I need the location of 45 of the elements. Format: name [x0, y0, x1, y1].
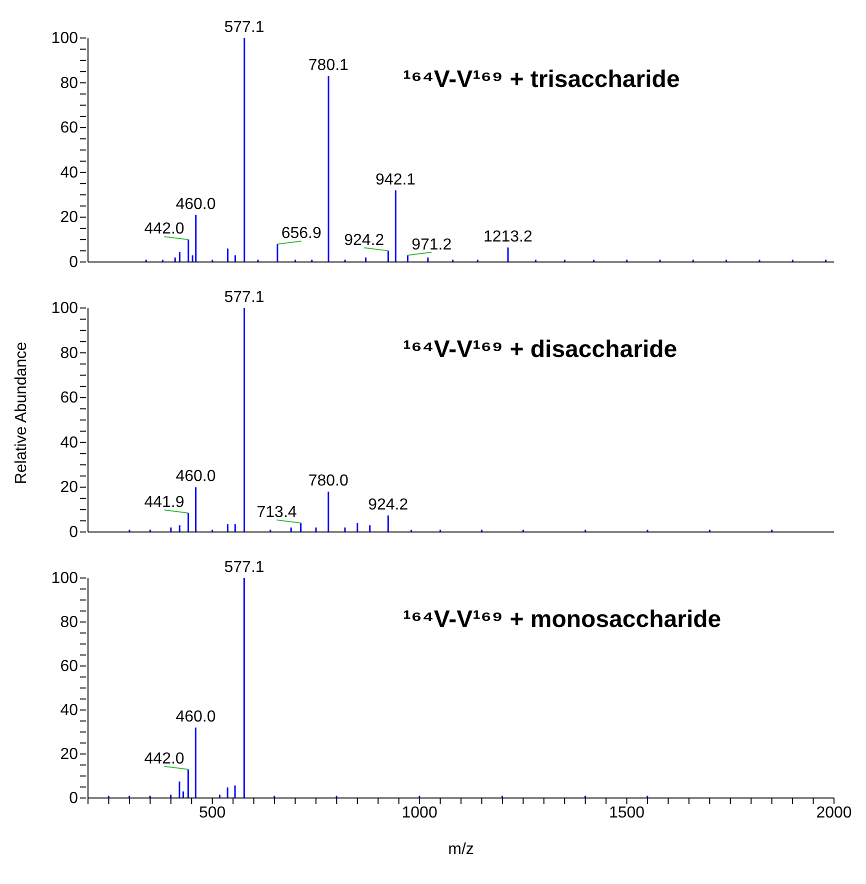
- y-tick-label: 100: [51, 300, 78, 317]
- annotation: 577.1: [224, 19, 264, 36]
- text: ¹⁶⁴V-V¹⁶⁹ + trisaccharide: [403, 66, 680, 94]
- x-tick-label: 1000: [402, 804, 438, 822]
- text: ¹⁶⁴V-V¹⁶⁹ + disaccharide: [403, 336, 678, 364]
- annotation: 942.1: [376, 171, 416, 188]
- annotation: 460.0: [176, 196, 216, 213]
- annotation: 780.0: [308, 472, 348, 490]
- y-tick-label: 60: [60, 120, 78, 137]
- annotation: 780.1: [308, 57, 349, 74]
- annotation: 656.9: [281, 225, 322, 242]
- annotation: 441.9: [144, 494, 184, 511]
- y-tick-label: 100: [51, 30, 78, 47]
- y-tick-label: 40: [60, 434, 78, 452]
- annotation: 577.1: [224, 289, 264, 306]
- y-tick-label: 60: [60, 658, 78, 675]
- y-tick-label: 60: [60, 390, 78, 407]
- y-tick-label: 40: [60, 164, 78, 182]
- y-tick-label: 80: [60, 614, 78, 631]
- annotation: 460.0: [176, 708, 216, 726]
- annotation: 442.0: [144, 750, 184, 768]
- y-tick-label: 20: [60, 209, 78, 226]
- text: ¹⁶⁴V-V¹⁶⁹ + monosaccharide: [403, 606, 722, 634]
- y-tick-label: 0: [69, 524, 78, 541]
- y-axis-title: Relative Abundance: [13, 342, 31, 484]
- annotation: 460.0: [176, 468, 216, 486]
- annotation: 442.0: [144, 220, 184, 238]
- y-tick-label: 100: [51, 570, 78, 587]
- x-tick-label: 1500: [608, 804, 645, 822]
- y-tick-label: 20: [60, 746, 78, 763]
- annotation: 924.2: [368, 496, 408, 514]
- annotation: 971.2: [412, 236, 452, 254]
- y-tick-label: 40: [60, 702, 78, 719]
- x-tick-label: 500: [198, 804, 226, 822]
- annotation: 1213.2: [483, 228, 532, 246]
- y-tick-label: 20: [60, 479, 78, 496]
- x-axis-title: m/z: [448, 841, 474, 858]
- annotation: 924.2: [344, 232, 384, 249]
- y-tick-label: 80: [60, 74, 78, 92]
- x-tick-label: 2000: [816, 804, 852, 822]
- annotation: 577.1: [224, 559, 264, 576]
- y-tick-label: 0: [69, 790, 78, 807]
- y-tick-label: 80: [60, 344, 78, 362]
- y-tick-label: 0: [69, 254, 78, 271]
- annotation: 713.4: [256, 504, 297, 522]
